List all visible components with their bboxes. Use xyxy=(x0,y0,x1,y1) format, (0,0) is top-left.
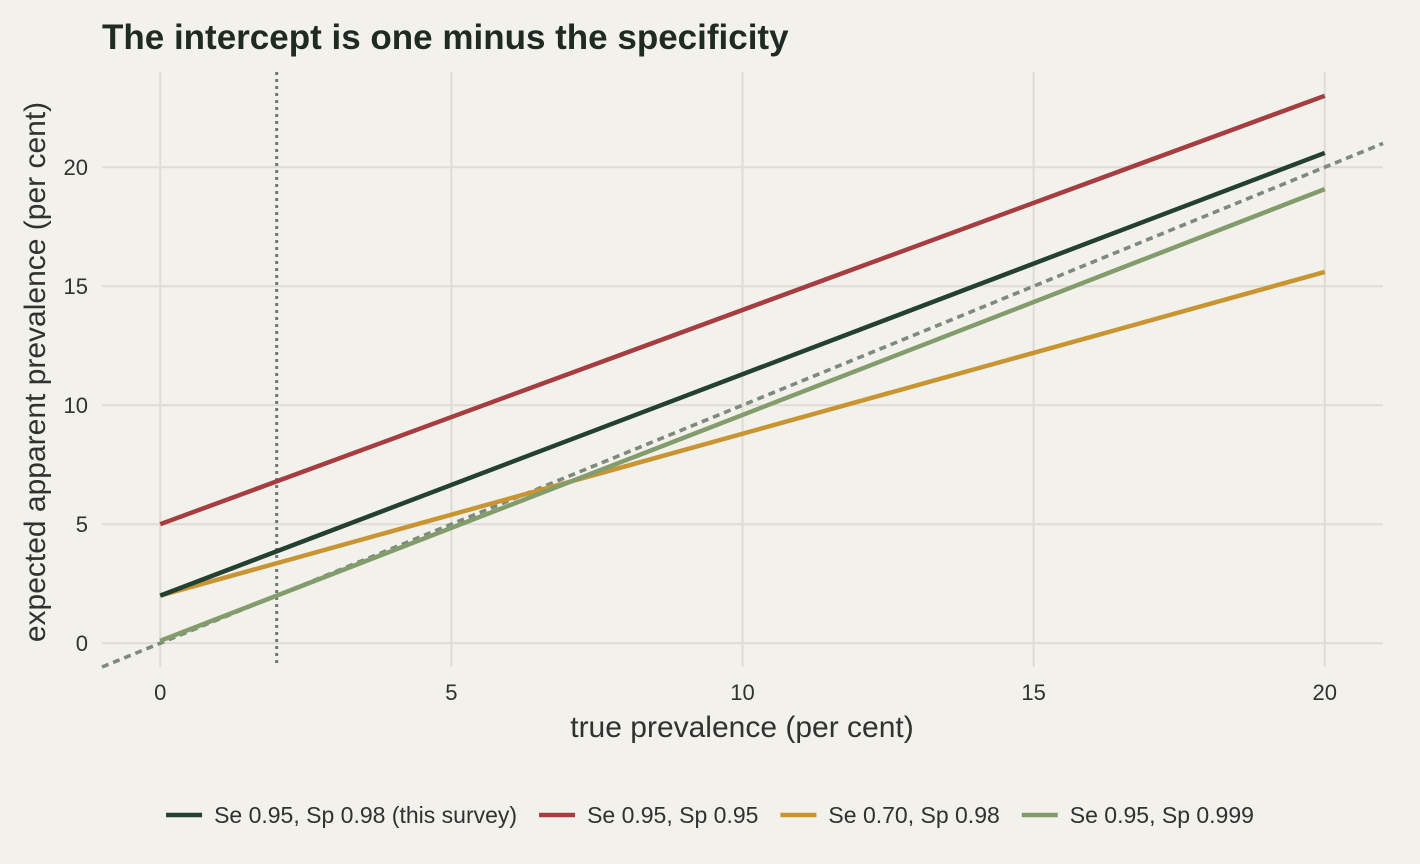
legend: Se 0.95, Sp 0.98 (this survey) Se 0.95, S… xyxy=(166,802,1254,828)
y-tick-label: 5 xyxy=(76,512,88,537)
x-tick-label: 20 xyxy=(1313,680,1337,705)
series-line-4 xyxy=(159,186,1326,643)
series-line-1 xyxy=(159,150,1326,598)
x-tick-label: 10 xyxy=(730,680,754,705)
series-line-2 xyxy=(159,93,1326,527)
y-axis-title: expected apparent prevalence (per cent) xyxy=(19,102,52,642)
y-tick-label: 10 xyxy=(64,393,88,418)
legend-label: Se 0.70, Sp 0.98 xyxy=(828,802,999,828)
x-tick-label: 5 xyxy=(445,680,457,705)
legend-item-1: Se 0.95, Sp 0.98 (this survey) xyxy=(166,802,517,828)
x-axis-ticks: 0 5 10 15 20 xyxy=(154,680,1337,705)
y-tick-label: 15 xyxy=(64,274,88,299)
series-lines xyxy=(159,93,1326,643)
series-line-3 xyxy=(159,269,1326,598)
y-tick-label: 0 xyxy=(76,631,88,656)
legend-item-3: Se 0.70, Sp 0.98 xyxy=(780,802,1000,828)
y-tick-label: 20 xyxy=(64,155,88,180)
legend-label: Se 0.95, Sp 0.95 xyxy=(587,802,758,828)
x-tick-label: 0 xyxy=(154,680,166,705)
x-tick-label: 15 xyxy=(1021,680,1045,705)
grid xyxy=(102,72,1383,667)
legend-label: Se 0.95, Sp 0.98 (this survey) xyxy=(214,802,517,828)
legend-item-4: Se 0.95, Sp 0.999 xyxy=(1021,802,1254,828)
x-axis-title: true prevalence (per cent) xyxy=(570,711,914,744)
legend-item-2: Se 0.95, Sp 0.95 xyxy=(539,802,758,828)
legend-label: Se 0.95, Sp 0.999 xyxy=(1070,802,1254,828)
chart-title: The intercept is one minus the specifici… xyxy=(102,18,789,57)
y-axis-ticks: 0 5 10 15 20 xyxy=(64,155,88,656)
